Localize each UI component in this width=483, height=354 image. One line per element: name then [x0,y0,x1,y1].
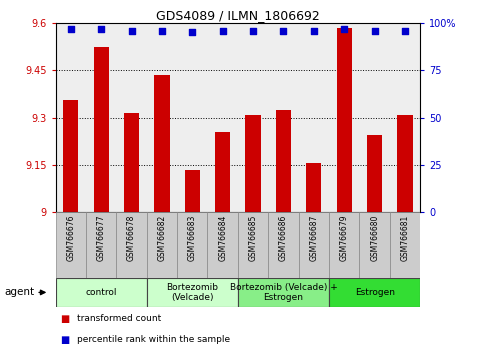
Bar [298,212,329,278]
Bar [306,164,322,212]
Bar [367,135,382,212]
Point [97,26,105,32]
Point [249,28,257,33]
Bar [329,212,359,278]
Text: GSM766678: GSM766678 [127,215,136,261]
Text: GSM766676: GSM766676 [66,215,75,261]
Point [158,28,166,33]
Bar [147,212,177,278]
Bar [56,278,147,307]
Bar [63,100,78,212]
Bar [116,212,147,278]
Bar [124,113,139,212]
Text: Bortezomib (Velcade) +
Estrogen: Bortezomib (Velcade) + Estrogen [229,283,337,302]
Point [401,28,409,33]
Text: GSM766684: GSM766684 [218,215,227,261]
Bar [86,212,116,278]
Bar [154,75,170,212]
Bar [337,28,352,212]
Bar [56,212,86,278]
Bar [390,212,420,278]
Bar [238,212,268,278]
Text: control: control [85,288,117,297]
Text: GSM766679: GSM766679 [340,215,349,261]
Text: Bortezomib
(Velcade): Bortezomib (Velcade) [166,283,218,302]
Text: GSM766687: GSM766687 [309,215,318,261]
Bar [359,212,390,278]
Text: GSM766677: GSM766677 [97,215,106,261]
Bar [208,212,238,278]
Text: ■: ■ [60,314,70,324]
Bar [276,110,291,212]
Title: GDS4089 / ILMN_1806692: GDS4089 / ILMN_1806692 [156,9,320,22]
Point [310,28,318,33]
Bar [185,170,200,212]
Point [67,26,74,32]
Text: GSM766683: GSM766683 [188,215,197,261]
Text: GSM766682: GSM766682 [157,215,167,261]
Text: percentile rank within the sample: percentile rank within the sample [77,335,230,344]
Text: GSM766680: GSM766680 [370,215,379,261]
Bar [147,278,238,307]
Text: transformed count: transformed count [77,314,161,323]
Bar [238,278,329,307]
Bar [329,278,420,307]
Bar [177,212,208,278]
Bar [94,47,109,212]
Point [341,26,348,32]
Bar [398,115,412,212]
Bar [215,132,230,212]
Point [188,30,196,35]
Point [371,28,379,33]
Bar [245,115,261,212]
Text: agent: agent [5,287,35,297]
Bar [268,212,298,278]
Point [128,28,135,33]
Text: GSM766686: GSM766686 [279,215,288,261]
Text: ■: ■ [60,335,70,345]
Point [280,28,287,33]
Text: GSM766685: GSM766685 [249,215,257,261]
Text: Estrogen: Estrogen [355,288,395,297]
Point [219,28,227,33]
Text: GSM766681: GSM766681 [400,215,410,261]
